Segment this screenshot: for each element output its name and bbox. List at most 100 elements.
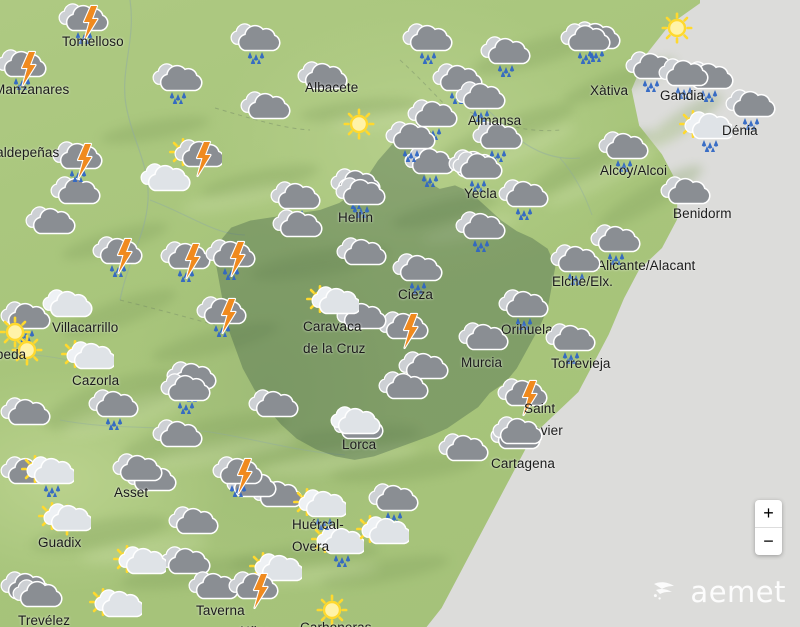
weather-icon-manzanares <box>0 48 50 95</box>
weather-icon-cieza <box>392 252 446 299</box>
cloud-icon <box>336 237 387 266</box>
cloud-light-icon <box>42 289 93 318</box>
weather-icon-marker <box>472 120 526 167</box>
cloud-icon <box>458 322 509 351</box>
cloud-icon <box>112 453 163 482</box>
zoom-out-button[interactable]: − <box>763 531 774 551</box>
zoom-in-button[interactable]: + <box>755 500 782 528</box>
weather-icon-marker <box>332 104 386 151</box>
weather-icon-marker <box>272 208 326 255</box>
place-label: Yecla <box>464 186 498 201</box>
cloud-rain-icon <box>152 63 203 106</box>
aemet-logo: aemet <box>652 575 786 609</box>
place-label: Almansa <box>468 113 522 128</box>
place-label: Trevélez <box>18 613 71 627</box>
cloud-rain-icon <box>560 23 611 66</box>
weather-icon-taverna <box>228 570 282 617</box>
place-label: Albacete <box>305 80 359 95</box>
place-label: Saint <box>524 401 556 416</box>
weather-icon-almansa <box>455 80 509 127</box>
sun-cloud-icon <box>112 544 169 575</box>
weather-icon-marker <box>88 388 142 435</box>
place-label: Lorca <box>342 437 377 452</box>
cloud-icon <box>297 61 348 90</box>
cloud-icon <box>152 419 203 448</box>
weather-icon-marker <box>336 236 390 283</box>
cloud-light-icon <box>140 163 191 192</box>
place-label: Huércal- <box>292 517 344 532</box>
weather-icon-marker <box>240 90 294 137</box>
aemet-bird-icon <box>654 582 675 600</box>
place-label: Manzanares <box>0 82 70 97</box>
cloud-rain-storm-icon <box>160 241 211 284</box>
place-label: Dénia <box>722 123 758 138</box>
cloud-rain-icon <box>270 181 321 224</box>
place-label: Carboneras <box>300 620 372 627</box>
cloud-light-icon <box>330 406 381 435</box>
cloud-rain-icon <box>452 151 503 194</box>
weather-icon-albacete <box>230 22 284 69</box>
cloud-rain-icon <box>402 23 453 66</box>
cloud-rain-icon <box>385 121 436 164</box>
place-label: Cartagena <box>491 456 555 471</box>
weather-icon-saint <box>497 377 551 424</box>
weather-icon-marker <box>438 432 492 479</box>
cloud-rain-storm-icon <box>52 141 103 184</box>
cloud-rain-icon <box>407 99 458 142</box>
weather-icon-marker <box>248 551 305 599</box>
cloud-rain-icon <box>335 177 386 220</box>
sun-icon <box>343 108 375 140</box>
weather-icon-marker <box>160 240 214 287</box>
weather-icon-marker <box>402 22 456 69</box>
cloud-icon <box>168 506 219 535</box>
weather-icon-marker <box>152 62 206 109</box>
weather-icon-marker <box>407 98 461 145</box>
cloud-icon <box>438 433 489 462</box>
weather-icon-marker <box>378 310 432 357</box>
sun-cloud-icon <box>88 587 145 618</box>
weather-icon-marker <box>168 137 225 185</box>
cloud-icon <box>0 397 51 426</box>
weather-icon-alicante-alacant <box>590 223 644 270</box>
weather-icon-marker <box>270 180 324 227</box>
sun-cloud-storm-icon <box>168 137 225 178</box>
weather-icon-orihuela <box>498 288 552 335</box>
zoom-control[interactable]: + − <box>755 500 782 555</box>
weather-icon-marker <box>385 120 439 167</box>
cloud-icon <box>248 389 299 418</box>
cloud-storm-icon <box>497 378 548 417</box>
weather-icon-marker <box>248 388 302 435</box>
place-label: Benidorm <box>673 206 732 221</box>
cloud-rain-icon <box>392 253 443 296</box>
weather-icon-marker <box>0 396 54 443</box>
cloud-rain-icon <box>545 323 596 366</box>
place-label: Murcia <box>461 355 503 370</box>
cloud-rain-icon <box>498 289 549 332</box>
place-label: Cieza <box>398 287 434 302</box>
weather-icon-marker <box>152 418 206 465</box>
weather-icon-marker <box>310 524 367 572</box>
cloud-rain-storm-icon <box>58 3 109 46</box>
weather-icon-guadix <box>37 501 94 549</box>
place-label: Villacarrillo <box>52 320 119 335</box>
cloud-rain-icon <box>658 58 709 101</box>
sun-cloud-icon <box>305 284 362 315</box>
sun-cloud-rain-icon <box>310 524 367 569</box>
weather-icon-marker <box>455 210 509 257</box>
place-label: Valdepeñas <box>0 145 60 160</box>
cloud-rain-storm-icon <box>196 296 247 339</box>
weather-icon-murcia <box>458 321 512 368</box>
place-label: Taverna <box>196 603 245 618</box>
aemet-wordmark: aemet <box>690 575 786 609</box>
cloud-storm-icon <box>378 311 429 350</box>
cloud-icon <box>12 579 63 608</box>
weather-icon-marker <box>297 60 351 107</box>
weather-icon-gandia <box>658 57 712 104</box>
place-label: Úbeda <box>0 347 27 362</box>
weather-icon-marker <box>398 350 452 397</box>
cloud-icon <box>240 91 291 120</box>
place-label: Xàtiva <box>590 83 629 98</box>
weather-icon-villacarrillo <box>42 288 96 335</box>
weather-icon-elche-elx <box>550 243 604 290</box>
